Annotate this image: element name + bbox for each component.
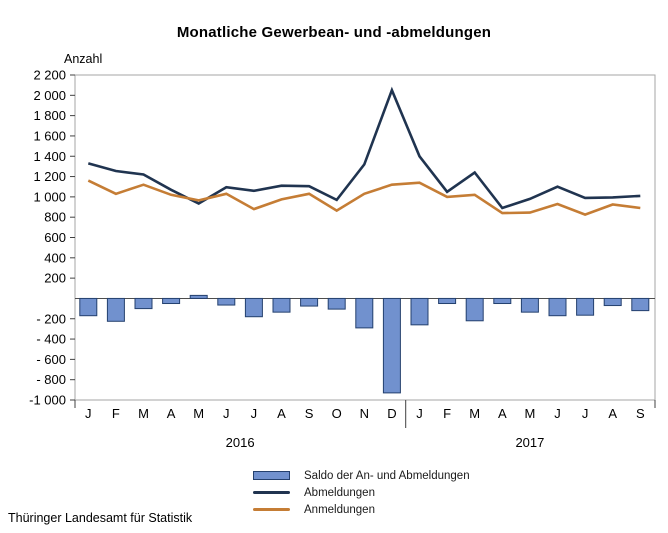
y-axis-unit-label: Anzahl bbox=[64, 52, 103, 66]
saldo-bar bbox=[465, 297, 484, 322]
month-label: O bbox=[332, 406, 342, 421]
legend-label-anmeldungen: Anmeldungen bbox=[304, 503, 375, 516]
month-label: M bbox=[524, 406, 535, 421]
month-label: M bbox=[469, 406, 480, 421]
month-label: M bbox=[138, 406, 149, 421]
saldo-bar bbox=[438, 297, 457, 305]
saldo-bar bbox=[382, 297, 401, 394]
saldo-bar bbox=[217, 297, 236, 306]
saldo-bar bbox=[631, 297, 650, 312]
month-label: F bbox=[443, 406, 451, 421]
anmeldungen-line-swatch-icon bbox=[253, 508, 290, 511]
saldo-bar bbox=[134, 297, 153, 310]
saldo-bar bbox=[603, 297, 622, 307]
legend-label-abmeldungen: Abmeldungen bbox=[304, 486, 375, 499]
month-label: N bbox=[360, 406, 369, 421]
saldo-bar bbox=[106, 297, 125, 322]
source-attribution: Thüringer Landesamt für Statistik bbox=[8, 511, 193, 525]
month-label: J bbox=[85, 406, 92, 421]
month-label: J bbox=[223, 406, 230, 421]
month-label: J bbox=[582, 406, 589, 421]
saldo-bar bbox=[162, 297, 181, 305]
month-label: A bbox=[608, 406, 617, 421]
saldo-bar bbox=[355, 297, 374, 329]
year-label: 2017 bbox=[515, 435, 544, 450]
month-label: J bbox=[251, 406, 258, 421]
y-tick-label: 200 bbox=[44, 271, 66, 286]
legend-label-saldo: Saldo der An- und Abmeldungen bbox=[304, 469, 470, 482]
saldo-bar bbox=[189, 294, 208, 299]
saldo-bar bbox=[410, 297, 429, 326]
month-label: A bbox=[277, 406, 286, 421]
month-label: F bbox=[112, 406, 120, 421]
saldo-bar bbox=[79, 297, 98, 317]
saldo-bar bbox=[520, 297, 539, 313]
y-tick-label: 1 600 bbox=[33, 128, 66, 143]
saldo-bar bbox=[493, 297, 512, 305]
chart-title: Monatliche Gewerbean- und -abmeldungen bbox=[176, 24, 492, 41]
y-tick-label: - 600 bbox=[36, 352, 66, 367]
year-label: 2016 bbox=[226, 435, 255, 450]
y-tick-label: 800 bbox=[44, 210, 66, 225]
legend: Saldo der An- und Abmeldungen Abmeldunge… bbox=[253, 469, 470, 516]
plot-frame bbox=[74, 74, 656, 401]
y-tick-label: 1 400 bbox=[33, 149, 66, 164]
month-label: J bbox=[554, 406, 561, 421]
month-label: D bbox=[387, 406, 396, 421]
legend-item-anmeldungen: Anmeldungen bbox=[253, 503, 470, 516]
y-tick-label: 400 bbox=[44, 250, 66, 265]
abmeldungen-line-swatch-icon bbox=[253, 491, 290, 494]
y-tick-label: 1 200 bbox=[33, 169, 66, 184]
legend-item-abmeldungen: Abmeldungen bbox=[253, 486, 470, 499]
anmeldungen-line bbox=[87, 179, 641, 216]
y-tick-label: 2 200 bbox=[33, 68, 66, 83]
month-label: M bbox=[193, 406, 204, 421]
y-tick-label: 2 000 bbox=[33, 88, 66, 103]
month-label: J bbox=[416, 406, 423, 421]
month-label: S bbox=[305, 406, 314, 421]
y-tick-label: 1 000 bbox=[33, 189, 66, 204]
abmeldungen-line bbox=[87, 86, 641, 210]
month-label: A bbox=[498, 406, 507, 421]
month-label: S bbox=[636, 406, 645, 421]
y-tick-label: 600 bbox=[44, 230, 66, 245]
saldo-bar bbox=[244, 297, 263, 318]
y-tick-label: 1 800 bbox=[33, 108, 66, 123]
saldo-bar-swatch-icon bbox=[253, 471, 290, 480]
saldo-bar bbox=[576, 297, 595, 316]
legend-item-saldo: Saldo der An- und Abmeldungen bbox=[253, 469, 470, 482]
saldo-bar bbox=[548, 297, 567, 317]
saldo-bar bbox=[272, 297, 291, 313]
y-tick-label: - 400 bbox=[36, 332, 66, 347]
y-tick-label: - 200 bbox=[36, 311, 66, 326]
saldo-bar bbox=[327, 297, 346, 310]
saldo-bar bbox=[300, 297, 319, 307]
y-tick-label: -1 000 bbox=[29, 393, 66, 408]
month-label: A bbox=[167, 406, 176, 421]
y-tick-label: - 800 bbox=[36, 372, 66, 387]
